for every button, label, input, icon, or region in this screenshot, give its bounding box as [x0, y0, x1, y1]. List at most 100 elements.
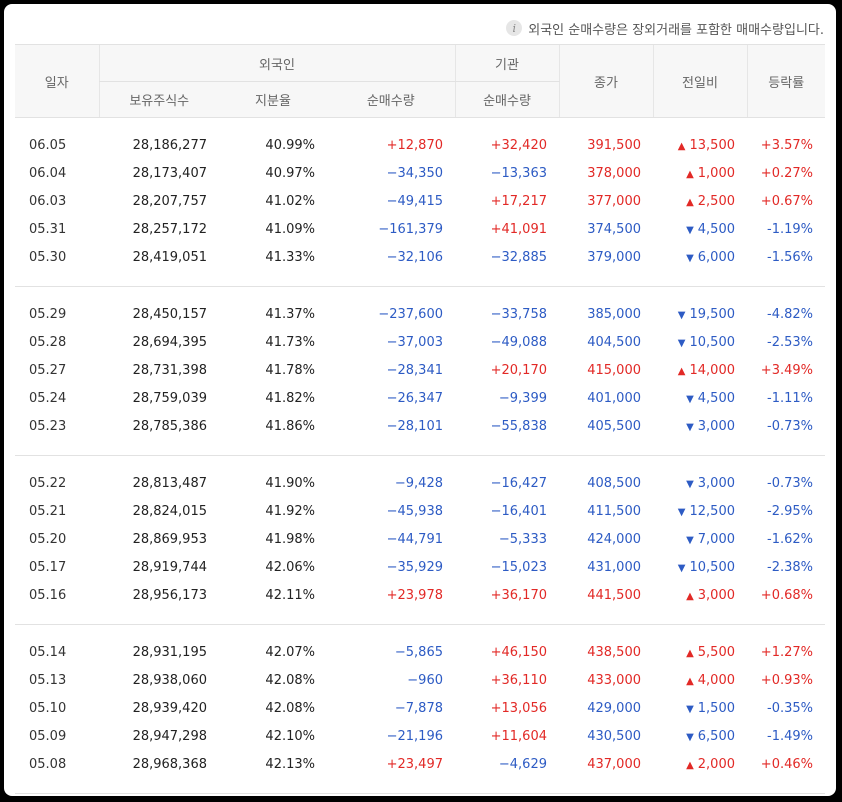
cell-change: ▼ 6,500 — [653, 723, 747, 751]
triangle-down-icon: ▼ — [677, 563, 686, 574]
change-value: 10,500 — [689, 335, 736, 350]
cell-holdings: 28,947,298 — [132, 729, 207, 744]
cell-close: 411,500 — [587, 504, 641, 519]
col-inst-net: 순매수량 — [454, 81, 559, 118]
triangle-down-icon: ▼ — [686, 732, 694, 743]
cell-holdings: 28,968,368 — [132, 757, 207, 772]
cell-date: 06.05 — [29, 138, 67, 153]
cell-change: ▼ 1,500 — [653, 695, 747, 723]
cell-close: 441,500 — [587, 588, 641, 603]
table-row: 05.13 28,938,060 42.08% −960 +36,110 433,000 ▲… — [15, 667, 825, 695]
cell-inst-net: +41,091 — [490, 222, 547, 237]
triangle-down-icon: ▼ — [686, 253, 694, 264]
cell-date: 06.03 — [29, 194, 67, 209]
cell-inst-net: −16,427 — [490, 476, 547, 491]
cell-holdings: 28,938,060 — [132, 673, 207, 688]
cell-date: 05.21 — [29, 504, 67, 519]
cell-date: 05.28 — [29, 335, 67, 350]
cell-date: 05.13 — [29, 673, 67, 688]
cell-share-ratio: 42.13% — [265, 757, 315, 772]
table-row: 05.22 28,813,487 41.90% −9,428 −16,427 408,50… — [15, 470, 825, 498]
cell-holdings: 28,173,407 — [132, 166, 207, 181]
cell-change: ▼ 3,000 — [653, 470, 747, 498]
cell-inst-net: −16,401 — [490, 504, 547, 519]
change-value: 14,000 — [689, 363, 736, 378]
notice: i 외국인 순매수량은 장외거래를 포함한 매매수량입니다. — [506, 16, 824, 40]
cell-holdings: 28,939,420 — [132, 701, 207, 716]
col-change: 전일비 — [652, 44, 747, 118]
cell-foreign-net: −26,347 — [386, 391, 443, 406]
cell-date: 05.16 — [29, 588, 67, 603]
cell-foreign-net: −34,350 — [386, 166, 443, 181]
triangle-down-icon: ▼ — [677, 310, 686, 321]
spacer-row — [15, 456, 825, 470]
change-value: 6,500 — [697, 729, 735, 744]
cell-close: 429,000 — [587, 701, 641, 716]
group-divider — [15, 440, 825, 456]
cell-change: ▲ 2,500 — [653, 188, 747, 216]
col-share-ratio: 지분율 — [219, 81, 327, 118]
cell-share-ratio: 42.06% — [265, 560, 315, 575]
spacer-row — [15, 625, 825, 639]
cell-foreign-net: +23,497 — [386, 757, 443, 772]
cell-date: 05.08 — [29, 757, 67, 772]
table-row: 05.17 28,919,744 42.06% −35,929 −15,023 431,0… — [15, 554, 825, 582]
change-value: 2,500 — [697, 194, 735, 209]
cell-foreign-net: −28,101 — [386, 419, 443, 434]
cell-holdings: 28,257,172 — [132, 222, 207, 237]
change-value: 7,000 — [697, 532, 735, 547]
stock-investor-panel: i 외국인 순매수량은 장외거래를 포함한 매매수량입니다. 일자 외국인 기관… — [4, 4, 836, 796]
cell-holdings: 28,419,051 — [132, 250, 207, 265]
table-row: 05.20 28,869,953 41.98% −44,791 −5,333 424,00… — [15, 526, 825, 554]
cell-close: 377,000 — [587, 194, 641, 209]
cell-share-ratio: 41.90% — [265, 476, 315, 491]
cell-inst-net: +17,217 — [490, 194, 547, 209]
triangle-down-icon: ▼ — [686, 535, 694, 546]
cell-rate: +0.46% — [760, 757, 813, 772]
table-header: 일자 외국인 기관 종가 전일비 등락률 보유주식수 지분율 순매수량 순매수량 — [15, 44, 825, 118]
table-row: 05.16 28,956,173 42.11% +23,978 +36,170 441,5… — [15, 582, 825, 610]
cell-share-ratio: 41.78% — [265, 363, 315, 378]
table-row: 05.30 28,419,051 41.33% −32,106 −32,885 379,0… — [15, 244, 825, 272]
cell-holdings: 28,731,398 — [132, 363, 207, 378]
cell-inst-net: −9,399 — [498, 391, 547, 406]
cell-change: ▼ 4,500 — [653, 216, 747, 244]
cell-rate: -1.62% — [767, 532, 813, 547]
cell-rate: -4.82% — [767, 307, 813, 322]
cell-rate: -1.56% — [767, 250, 813, 265]
change-value: 4,500 — [697, 222, 735, 237]
cell-foreign-net: −5,865 — [394, 645, 443, 660]
table-row: 05.28 28,694,395 41.73% −37,003 −49,088 404,5… — [15, 329, 825, 357]
cell-close: 433,000 — [587, 673, 641, 688]
cell-inst-net: +46,150 — [490, 645, 547, 660]
cell-date: 05.31 — [29, 222, 67, 237]
change-value: 19,500 — [689, 307, 736, 322]
change-value: 6,000 — [697, 250, 735, 265]
cell-inst-net: −33,758 — [490, 307, 547, 322]
triangle-down-icon: ▼ — [677, 338, 686, 349]
cell-rate: -2.53% — [767, 335, 813, 350]
cell-share-ratio: 42.10% — [265, 729, 315, 744]
cell-rate: -0.73% — [767, 476, 813, 491]
cell-date: 05.27 — [29, 363, 67, 378]
cell-close: 424,000 — [587, 532, 641, 547]
col-close: 종가 — [558, 44, 653, 118]
triangle-down-icon: ▼ — [686, 479, 694, 490]
cell-share-ratio: 41.09% — [265, 222, 315, 237]
change-value: 2,000 — [697, 757, 735, 772]
col-group-foreign: 외국인 — [98, 44, 455, 82]
cell-foreign-net: −49,415 — [386, 194, 443, 209]
cell-date: 06.04 — [29, 166, 67, 181]
cell-close: 430,500 — [587, 729, 641, 744]
triangle-up-icon: ▲ — [686, 197, 694, 208]
cell-change: ▲ 4,000 — [653, 667, 747, 695]
change-value: 3,000 — [697, 419, 735, 434]
cell-rate: -2.38% — [767, 560, 813, 575]
cell-holdings: 28,694,395 — [132, 335, 207, 350]
cell-rate: +0.67% — [760, 194, 813, 209]
cell-share-ratio: 42.11% — [265, 588, 315, 603]
cell-change: ▼ 12,500 — [653, 498, 747, 526]
cell-inst-net: +20,170 — [490, 363, 547, 378]
change-value: 4,000 — [697, 673, 735, 688]
cell-inst-net: −32,885 — [490, 250, 547, 265]
